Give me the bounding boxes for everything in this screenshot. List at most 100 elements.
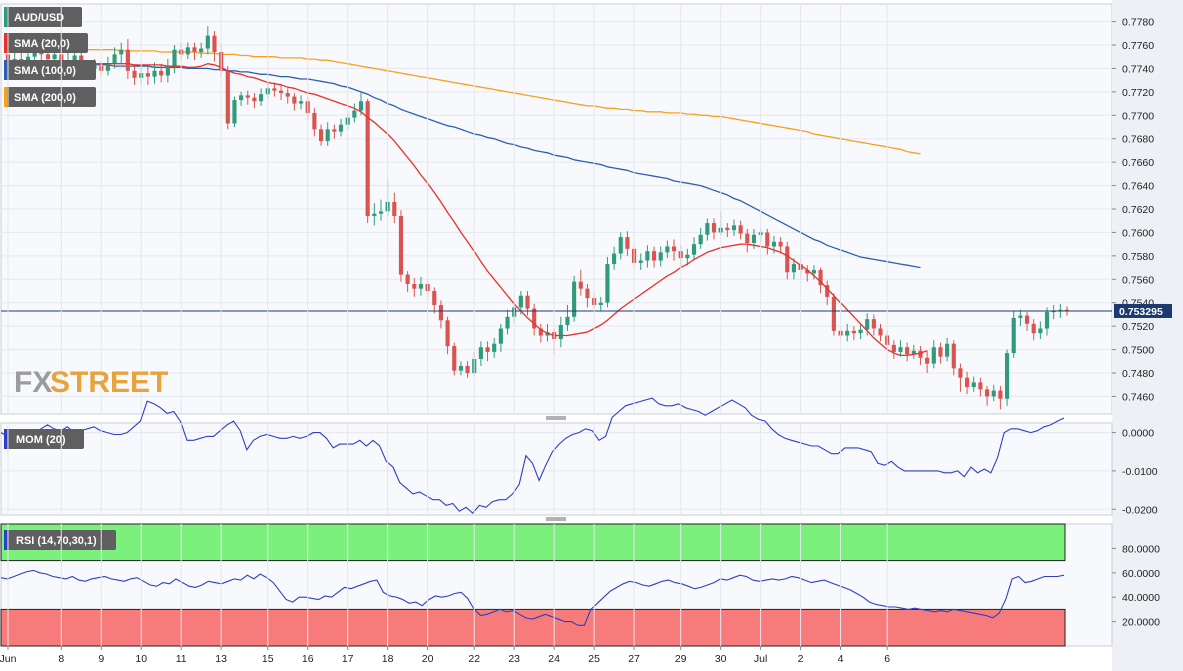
- x-tick-label: 16: [302, 653, 314, 665]
- candle-body: [492, 343, 497, 352]
- momentum-panel: 0.0000 -0.0100 -0.0200 MOM (20): [0, 397, 1158, 516]
- candle-body: [958, 368, 963, 378]
- candle-body: [212, 35, 217, 53]
- candle-body: [598, 302, 603, 306]
- candle-body: [318, 129, 324, 142]
- y-tick-label: 0.7720: [1122, 87, 1154, 99]
- x-tick-label: 10: [135, 653, 147, 665]
- candle-body: [498, 328, 503, 344]
- candle-body: [845, 330, 850, 336]
- candle-body: [898, 347, 903, 352]
- legend-color-swatch: [4, 7, 7, 27]
- candle-body: [458, 365, 463, 371]
- candle-body: [1018, 315, 1023, 318]
- candle-body: [878, 328, 883, 336]
- watermark-street: STREET: [50, 366, 168, 399]
- candle-body: [372, 213, 377, 217]
- last-price-tag: [1114, 303, 1172, 318]
- candle-body: [332, 129, 337, 132]
- candle-body: [818, 269, 823, 286]
- rsi-oversold-zone: [0, 608, 1066, 647]
- x-tick-label: 8: [58, 653, 64, 665]
- candle-body: [805, 269, 810, 274]
- candle-body: [951, 343, 956, 369]
- candle-body: [285, 93, 290, 97]
- x-tick-label: 11: [176, 653, 187, 665]
- candle-body: [199, 48, 204, 53]
- candle-body: [778, 241, 783, 247]
- x-axis: Jun 8 9 10 11 13 15 16 17 18 20 22 23 24 25 27 29 30 Jul 2 4…: [0, 4, 890, 665]
- y-tick-label: 0.7520: [1122, 321, 1154, 333]
- candle-body: [1038, 328, 1043, 334]
- candle-body: [625, 237, 630, 249]
- candle-body: [398, 216, 404, 275]
- candle-body: [145, 73, 150, 77]
- candle-body: [245, 95, 250, 98]
- candle-body: [72, 55, 77, 61]
- candle-body: [105, 63, 110, 71]
- candle-body: [691, 244, 697, 255]
- candle-body: [618, 237, 623, 254]
- candle-body: [851, 330, 856, 334]
- legend-label: SMA (100,0): [14, 65, 76, 77]
- candle-body: [705, 223, 710, 235]
- y-tick-label: -0.0100: [1122, 466, 1158, 478]
- x-tick-label: 17: [342, 653, 354, 665]
- candle-body: [738, 225, 743, 234]
- y-axis-background: [1112, 0, 1183, 671]
- candle-body: [505, 316, 510, 329]
- candle-body: [1051, 310, 1056, 313]
- candle-body: [645, 251, 650, 261]
- x-tick-label: Jul: [754, 653, 767, 665]
- candle-body: [192, 47, 197, 53]
- legend-label: SMA (20,0): [14, 38, 70, 50]
- y-tick-label: 0.7600: [1122, 227, 1154, 239]
- candle-body: [159, 70, 164, 76]
- watermark-fx: FX: [14, 366, 52, 399]
- sma-20-line: [7, 60, 928, 357]
- candle-body: [572, 281, 577, 317]
- x-tick-label: 24: [548, 653, 560, 665]
- candle-body: [165, 66, 170, 76]
- candle-body: [272, 88, 277, 91]
- legend-color-swatch: [4, 33, 7, 53]
- candle-body: [665, 246, 670, 253]
- legend-color-swatch: [4, 87, 7, 107]
- candle-body: [119, 49, 124, 55]
- candle-body: [651, 251, 657, 261]
- candle-body: [685, 254, 690, 259]
- candle-body: [971, 382, 976, 388]
- rsi-color-swatch: [4, 530, 7, 550]
- candle-body: [125, 49, 130, 71]
- candle-body: [478, 347, 483, 359]
- candle-body: [418, 283, 424, 289]
- candle-body: [671, 246, 677, 252]
- candle-body: [965, 377, 970, 388]
- candle-body: [32, 50, 37, 57]
- candle-body: [538, 328, 543, 336]
- x-tick-label: 20: [422, 653, 434, 665]
- candle-body: [358, 101, 364, 111]
- x-tick-label: 2: [798, 653, 804, 665]
- candle-body: [985, 389, 990, 397]
- candle-body: [172, 49, 177, 67]
- candle-body: [638, 260, 643, 263]
- candle-body: [612, 253, 617, 265]
- x-tick-label: 6: [884, 653, 890, 665]
- y-tick-label: 0.7620: [1122, 204, 1154, 216]
- candle-body: [1058, 309, 1063, 311]
- candle-body: [558, 324, 563, 340]
- candle-body: [452, 346, 457, 371]
- candle-body: [445, 320, 450, 347]
- x-tick-label: Jun: [0, 653, 17, 665]
- candle-body: [312, 112, 317, 130]
- candle-body: [785, 246, 790, 273]
- candle-body: [865, 319, 870, 330]
- candle-body: [945, 343, 950, 357]
- x-tick-label: 22: [468, 653, 480, 665]
- legend-label: SMA (200,0): [14, 92, 76, 104]
- candle-body: [292, 96, 297, 104]
- candle-body: [532, 308, 537, 329]
